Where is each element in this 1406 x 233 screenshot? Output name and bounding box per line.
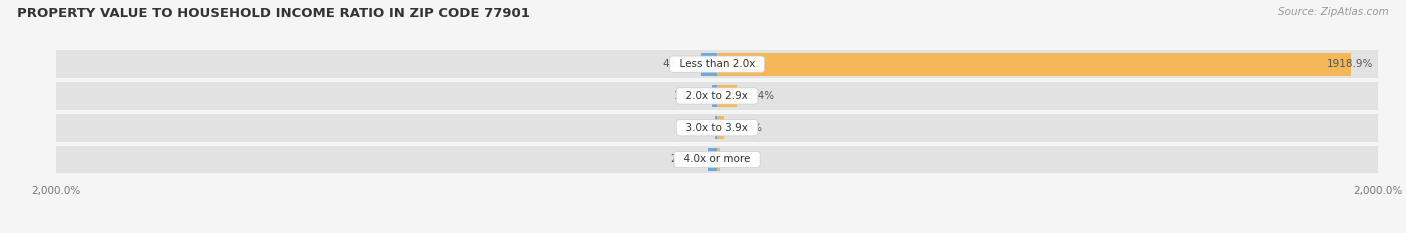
Text: Source: ZipAtlas.com: Source: ZipAtlas.com — [1278, 7, 1389, 17]
Text: 2.0x to 2.9x: 2.0x to 2.9x — [679, 91, 755, 101]
Bar — [56, 82, 1378, 110]
Text: PROPERTY VALUE TO HOUSEHOLD INCOME RATIO IN ZIP CODE 77901: PROPERTY VALUE TO HOUSEHOLD INCOME RATIO… — [17, 7, 530, 20]
Text: 20.8%: 20.8% — [728, 123, 762, 133]
Text: 4.0x or more: 4.0x or more — [678, 154, 756, 164]
Bar — [56, 50, 1378, 78]
Bar — [717, 148, 720, 171]
Bar — [56, 146, 1378, 173]
Text: 14.7%: 14.7% — [673, 91, 707, 101]
Bar — [702, 53, 717, 76]
Bar — [717, 116, 724, 139]
Bar — [713, 85, 717, 107]
Text: 48.8%: 48.8% — [662, 59, 696, 69]
Bar — [717, 53, 1351, 76]
Text: 27.5%: 27.5% — [669, 154, 703, 164]
Bar — [709, 148, 717, 171]
Bar — [56, 114, 1378, 141]
Text: 59.4%: 59.4% — [741, 91, 775, 101]
Text: 9.0%: 9.0% — [725, 154, 751, 164]
Bar — [717, 85, 737, 107]
Text: Less than 2.0x: Less than 2.0x — [672, 59, 762, 69]
Text: 1918.9%: 1918.9% — [1326, 59, 1372, 69]
Text: 7.7%: 7.7% — [683, 123, 710, 133]
Bar — [714, 116, 717, 139]
Text: 3.0x to 3.9x: 3.0x to 3.9x — [679, 123, 755, 133]
